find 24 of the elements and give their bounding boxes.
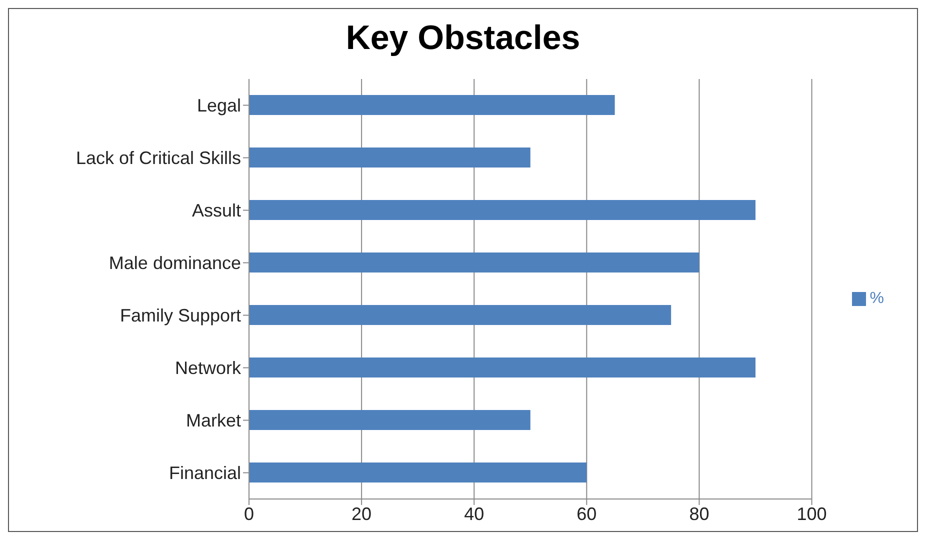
y-tick-label: Assult bbox=[192, 200, 241, 221]
y-tick-label: Male dominance bbox=[108, 253, 241, 274]
x-tick-label: 0 bbox=[244, 504, 254, 524]
x-tick-label: 100 bbox=[796, 504, 827, 524]
y-tick-label: Lack of Critical Skills bbox=[76, 148, 241, 168]
y-tick-label: Legal bbox=[196, 96, 241, 116]
y-tick-label: Financial bbox=[168, 463, 241, 484]
bar bbox=[249, 305, 672, 325]
bar bbox=[249, 358, 756, 378]
y-tick-label: Family Support bbox=[120, 306, 241, 326]
y-tick-label: Network bbox=[174, 358, 242, 378]
x-tick-label: 80 bbox=[689, 504, 710, 524]
y-tick-label: Market bbox=[186, 410, 241, 431]
x-tick-label: 60 bbox=[576, 504, 597, 524]
bar bbox=[249, 462, 587, 482]
x-tick-label: 20 bbox=[352, 504, 372, 524]
bar bbox=[249, 148, 530, 168]
x-tick-label: 40 bbox=[464, 504, 484, 524]
bar bbox=[249, 95, 615, 115]
bar bbox=[249, 200, 756, 220]
bar bbox=[249, 252, 700, 272]
legend-label: % bbox=[870, 290, 884, 307]
chart-title: Key Obstacles bbox=[344, 19, 582, 59]
bar bbox=[249, 410, 530, 430]
